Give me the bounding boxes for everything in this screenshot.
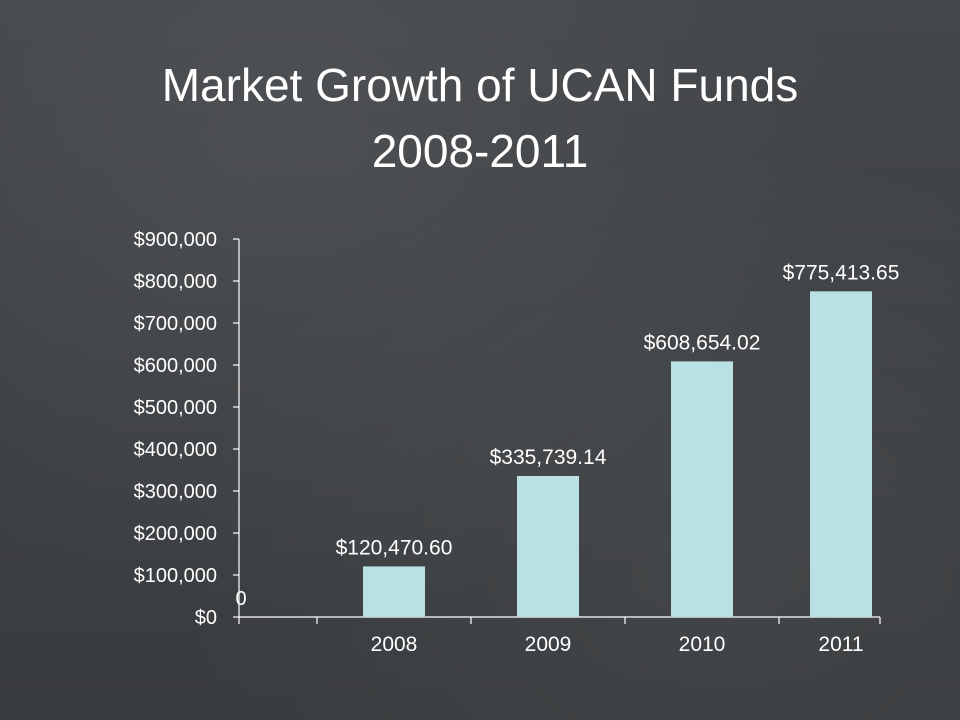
data-label-2010: $608,654.02 — [644, 331, 761, 354]
chart-labels: $120,470.60 2008 $335,739.14 2009 $608,654.0… — [235, 261, 899, 656]
y-tick-label: $900,000 — [134, 229, 217, 251]
y-tick-label: $500,000 — [134, 397, 217, 419]
y-tick-label: $200,000 — [134, 523, 217, 545]
data-label-2009: $335,739.14 — [490, 446, 607, 469]
chart-bars — [363, 291, 872, 617]
chart-title-line1: Market Growth of UCAN Funds — [161, 59, 799, 111]
y-tick-label: $600,000 — [134, 355, 217, 377]
chart-title-line2: 2008-2011 — [371, 125, 589, 177]
bar-2010 — [671, 361, 733, 617]
y-tick-label: $0 — [195, 607, 217, 629]
bar-2008 — [363, 566, 425, 617]
x-tick-label-2010: 2010 — [679, 633, 726, 656]
y-tick-label: $300,000 — [134, 481, 217, 503]
data-label-2008: $120,470.60 — [336, 536, 453, 559]
zero-annotation: 0 — [235, 588, 246, 610]
chart-axes: $0 $100,000 $200,000 $300,000 $400,000 $500,0… — [134, 229, 881, 629]
y-tick-label: $700,000 — [134, 313, 217, 335]
x-tick-label-2011: 2011 — [818, 633, 863, 656]
bar-2009 — [517, 475, 579, 617]
x-tick-label-2008: 2008 — [371, 633, 418, 656]
chart-title: Market Growth of UCAN Funds 2008-2011 — [0, 52, 960, 184]
data-label-2011: $775,413.65 — [783, 261, 900, 284]
y-tick-label: $800,000 — [134, 271, 217, 293]
y-tick-label: $400,000 — [134, 439, 217, 461]
y-tick-label: $100,000 — [134, 565, 217, 587]
x-tick-label-2009: 2009 — [525, 633, 572, 656]
bar-2011 — [810, 291, 872, 617]
